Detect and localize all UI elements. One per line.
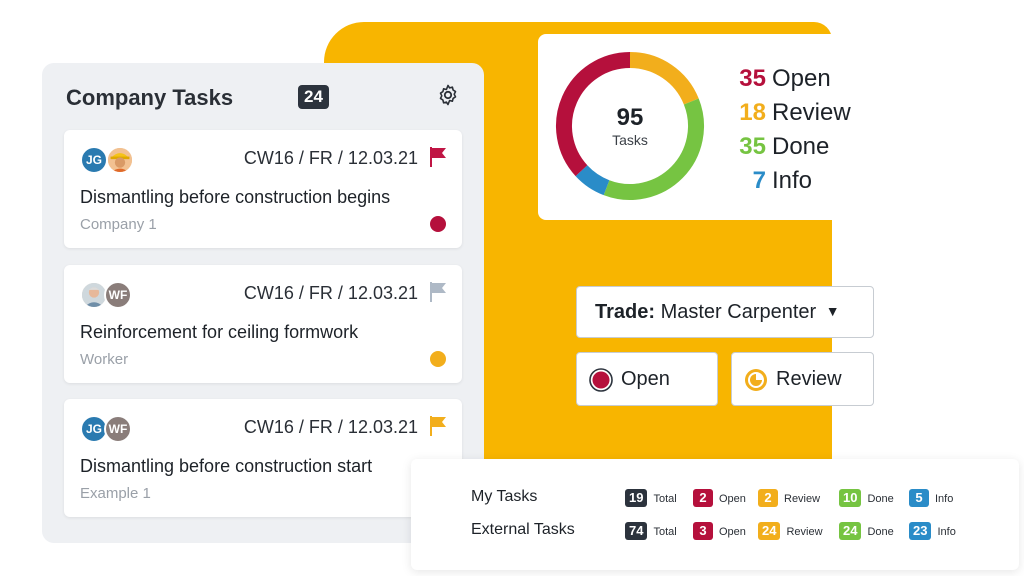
- filter-open-button[interactable]: Open: [576, 352, 718, 406]
- trade-label: Trade:: [595, 301, 656, 323]
- stat-done-value: 24: [839, 522, 862, 540]
- stat-open-label: Open: [719, 493, 746, 505]
- task-date: CW16 / FR / 12.03.21: [243, 148, 418, 168]
- trade-value: Master Carpenter: [660, 301, 817, 323]
- filter-label: Open: [621, 368, 670, 390]
- donut-chart: [556, 52, 704, 200]
- stat-total-label: Total: [653, 526, 677, 538]
- task-company: Company 1: [80, 216, 157, 233]
- worker-avatar-icon: [108, 148, 132, 172]
- stat-review-label: Review: [784, 493, 821, 505]
- legend-open: 35 Open: [732, 62, 851, 96]
- legend-label: Review: [772, 99, 851, 126]
- legend-info: 7 Info: [732, 164, 851, 198]
- stat-open: 3 Open: [693, 522, 746, 540]
- stat-done: 10 Done: [839, 489, 894, 507]
- avatar-photo: [80, 281, 108, 309]
- person-avatar-icon: [82, 283, 106, 307]
- review-status-icon: [745, 369, 767, 391]
- donut-slice-open: [556, 52, 631, 177]
- avatar-photo: [106, 146, 134, 174]
- avatar-group: JG: [80, 146, 150, 178]
- legend-value: 7: [752, 167, 766, 194]
- flag-icon[interactable]: [428, 281, 448, 303]
- avatar: WF: [104, 415, 132, 443]
- donut-slice-info: [575, 165, 610, 196]
- stat-info: 23 Info: [909, 522, 956, 540]
- company-tasks-panel: Company Tasks 24 JG CW16 / FR / 12.03.21: [42, 63, 484, 543]
- task-card[interactable]: JG WF CW16 / FR / 12.03.21 Dismantling b…: [64, 399, 462, 517]
- avatar-group: JG WF: [80, 415, 150, 447]
- stat-total-label: Total: [653, 493, 677, 505]
- legend-value: 35: [739, 65, 766, 92]
- summary-row: External Tasks 74 Total 3 Open 24 Review 24…: [471, 520, 1011, 542]
- stat-info: 5 Info: [909, 489, 953, 507]
- stat-done-value: 10: [839, 489, 862, 507]
- task-company: Example 1: [80, 485, 151, 502]
- stat-total: 74 Total: [625, 522, 677, 540]
- avatar: JG: [80, 146, 108, 174]
- stat-open: 2 Open: [693, 489, 746, 507]
- legend-done: 35 Done: [732, 130, 851, 164]
- panel-header: Company Tasks 24: [66, 83, 460, 113]
- stat-review: 24 Review: [758, 522, 823, 540]
- stat-review-label: Review: [786, 526, 823, 538]
- legend-label: Done: [772, 133, 830, 160]
- stat-total-value: 74: [625, 522, 648, 540]
- caret-down-icon: ▼: [825, 303, 840, 319]
- task-date: CW16 / FR / 12.03.21: [243, 417, 418, 437]
- donut-slice-done: [603, 98, 704, 200]
- flag-icon[interactable]: [428, 415, 448, 437]
- donut-total: 95: [616, 104, 644, 131]
- stat-info-label: Info: [935, 493, 954, 505]
- status-dot-open: [430, 216, 446, 232]
- stat-done: 24 Done: [839, 522, 894, 540]
- summary-row-name: My Tasks: [471, 488, 538, 505]
- task-title: Reinforcement for ceiling formwork: [80, 322, 359, 342]
- legend-label: Info: [772, 167, 813, 194]
- legend-review: 18 Review: [732, 96, 851, 130]
- stat-open-label: Open: [719, 526, 746, 538]
- task-title: Dismantling before construction begins: [80, 187, 391, 207]
- stat-open-value: 2: [693, 489, 713, 507]
- stat-open-value: 3: [693, 522, 713, 540]
- task-company: Worker: [80, 351, 129, 368]
- flag-icon[interactable]: [428, 146, 448, 168]
- donut-total-label: Tasks: [612, 132, 648, 148]
- legend-value: 35: [739, 133, 766, 160]
- task-date: CW16 / FR / 12.03.21: [243, 283, 418, 303]
- status-dot-review: [430, 351, 446, 367]
- stat-done-label: Done: [867, 526, 894, 538]
- stat-info-value: 5: [909, 489, 929, 507]
- filter-label: Review: [776, 368, 842, 390]
- legend-value: 18: [739, 99, 766, 126]
- stat-review: 2 Review: [758, 489, 820, 507]
- donut-slice-review: [629, 52, 699, 105]
- stat-done-label: Done: [867, 493, 894, 505]
- chart-legend: 35 Open 18 Review 35 Done 7 Info: [732, 62, 851, 198]
- legend-label: Open: [772, 65, 831, 92]
- avatar: WF: [104, 281, 132, 309]
- stat-total-value: 19: [625, 489, 648, 507]
- stat-info-value: 23: [909, 522, 932, 540]
- task-count-badge: 24: [298, 85, 329, 109]
- avatar-group: WF: [80, 281, 150, 313]
- task-summary-chart-panel: 95 Tasks 35 Open 18 Review 35 Done 7 Info: [538, 34, 851, 220]
- filter-review-button[interactable]: Review: [731, 352, 874, 406]
- open-status-icon: [589, 368, 613, 392]
- stat-total: 19 Total: [625, 489, 677, 507]
- stat-review-value: 2: [758, 489, 778, 507]
- panel-title: Company Tasks: [66, 85, 234, 110]
- gear-icon[interactable]: [436, 83, 460, 107]
- trade-select[interactable]: Trade: Master Carpenter ▼: [576, 286, 874, 338]
- task-card[interactable]: WF CW16 / FR / 12.03.21 Reinforcement fo…: [64, 265, 462, 383]
- task-card[interactable]: JG CW16 / FR / 12.03.21 Dismantling befo…: [64, 130, 462, 248]
- stat-info-label: Info: [937, 526, 956, 538]
- summary-row-name: External Tasks: [471, 521, 575, 538]
- task-title: Dismantling before construction start: [80, 456, 373, 476]
- stat-review-value: 24: [758, 522, 781, 540]
